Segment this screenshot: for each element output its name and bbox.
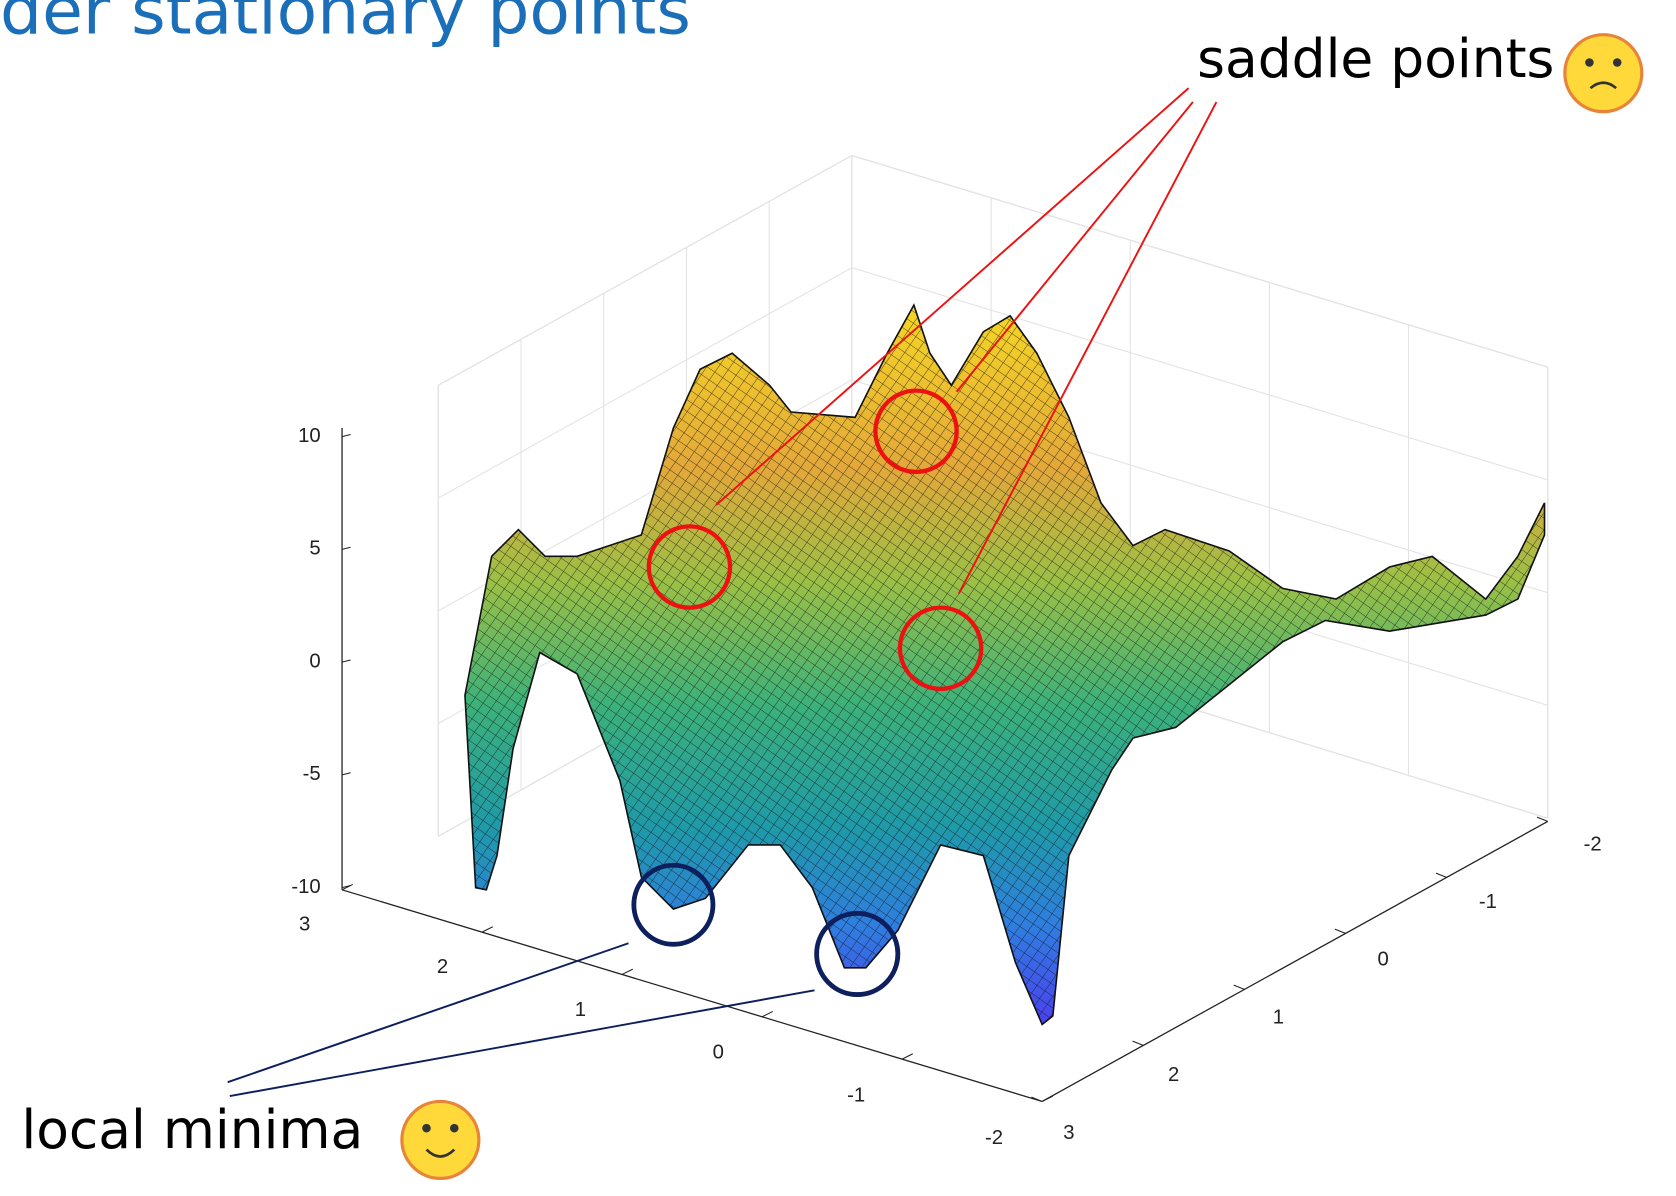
- grid-line: [438, 155, 852, 385]
- x-tick-label: -2: [985, 1127, 1003, 1149]
- x-tick: [1042, 1096, 1053, 1101]
- y-tick: [1335, 929, 1346, 933]
- y-tick-label: 2: [1168, 1064, 1179, 1086]
- y-tick: [1234, 985, 1245, 989]
- z-tick: [342, 660, 351, 662]
- y-tick-label: 0: [1377, 949, 1388, 971]
- x-tick-label: 0: [713, 1042, 724, 1064]
- surface-mesh: [465, 305, 1545, 1024]
- y-tick-label: 1: [1273, 1006, 1284, 1028]
- pointer-line: [228, 943, 629, 1082]
- z-tick: [342, 547, 351, 549]
- annotation: local minima: [21, 1098, 363, 1161]
- z-tick: [342, 434, 351, 436]
- x-tick: [622, 969, 633, 974]
- y-axis: [1042, 821, 1548, 1101]
- slide: der stationary points saddle points loca…: [0, 0, 1676, 1196]
- slide-title: der stationary points: [0, 0, 691, 50]
- y-tick: [1133, 1041, 1144, 1045]
- x-tick: [902, 1054, 913, 1059]
- y-tick-label: -1: [1479, 891, 1497, 913]
- x-tick-label: 3: [299, 913, 310, 935]
- z-tick-label: -5: [303, 763, 321, 785]
- x-axis: [342, 890, 1042, 1102]
- y-tick-label: -2: [1584, 833, 1602, 855]
- y-tick: [1436, 873, 1447, 877]
- pointer-line: [230, 990, 815, 1096]
- y-tick-label: 3: [1063, 1122, 1074, 1144]
- chart: der stationary points saddle points loca…: [0, 0, 1676, 1196]
- z-tick-label: -10: [291, 876, 320, 898]
- pointer-line: [957, 102, 1193, 392]
- z-tick-label: 10: [298, 425, 321, 447]
- z-tick-label: 5: [309, 538, 320, 560]
- happy-emoji: [402, 1101, 479, 1178]
- grid-line: [852, 155, 1548, 367]
- annotation: saddle points: [1197, 27, 1554, 90]
- x-tick: [762, 1011, 773, 1016]
- sad-emoji: [1565, 35, 1642, 112]
- z-tick-label: 0: [309, 650, 320, 672]
- x-tick-label: 1: [575, 999, 586, 1021]
- x-tick-label: -1: [847, 1084, 865, 1106]
- x-tick-label: 2: [437, 956, 448, 978]
- z-tick: [342, 773, 351, 775]
- x-tick: [482, 927, 493, 932]
